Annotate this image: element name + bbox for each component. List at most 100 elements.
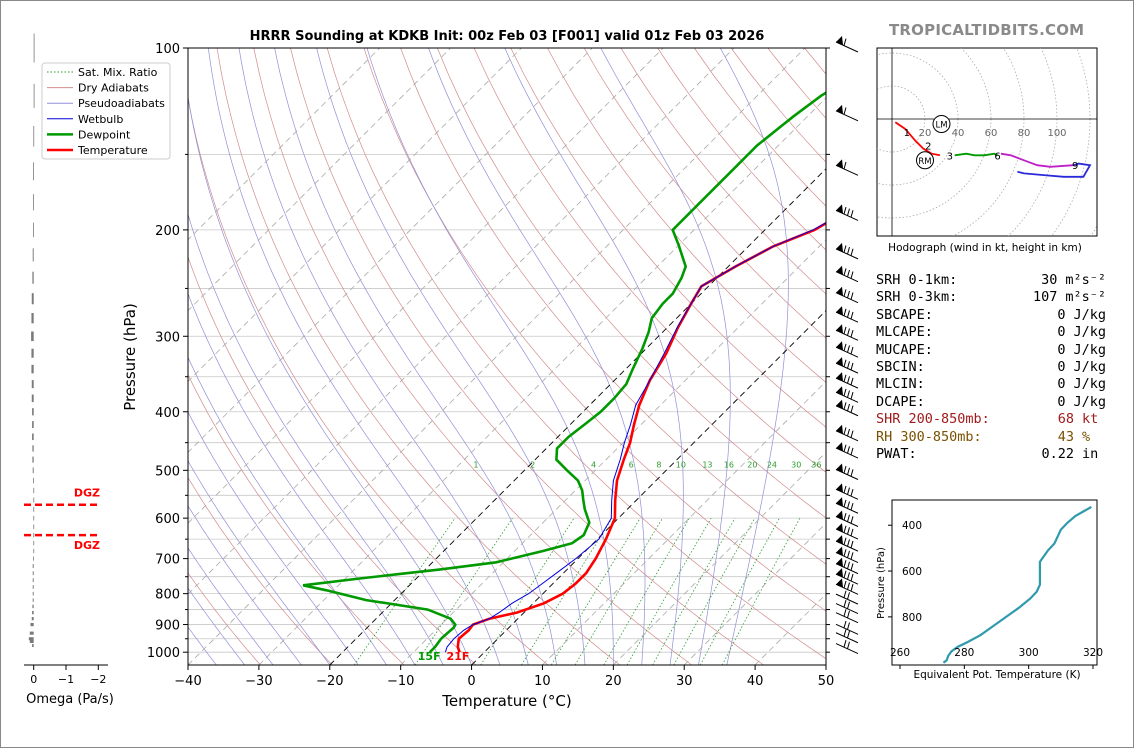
legend-label: Wetbulb — [78, 113, 123, 126]
wind-barb-feather — [843, 308, 847, 316]
wind-barb — [835, 510, 859, 527]
hodograph-title: Hodograph (wind in kt, height in km) — [888, 242, 1082, 254]
wind-barb — [835, 497, 859, 514]
wind-barb-flag — [836, 265, 843, 275]
wind-barb-feather — [847, 246, 850, 255]
wind-barb-staff — [835, 405, 859, 417]
wind-barb-feather — [847, 208, 850, 216]
pseudoadiabat-line — [504, 48, 684, 665]
wind-barb-staff — [835, 632, 859, 644]
wind-barb-staff — [835, 583, 859, 595]
wind-barb-feather — [843, 590, 847, 598]
wind-barb — [835, 640, 859, 655]
stat-value: 107 — [1032, 289, 1058, 306]
stat-label: DCAPE: — [876, 393, 925, 410]
wind-barb-feather — [847, 269, 850, 278]
hodograph-height-label: 3 — [947, 151, 953, 162]
wind-barb — [835, 399, 859, 417]
omega-bar — [28, 637, 34, 641]
wind-barb-feather — [847, 514, 850, 522]
hodograph-panel — [876, 47, 1098, 237]
omega-bar — [33, 556, 34, 561]
theta-e-x-tick-label: 300 — [1019, 647, 1039, 659]
wind-barb — [835, 357, 859, 374]
omega-bar — [32, 610, 34, 615]
pseudoadiabat-line — [188, 94, 472, 665]
wind-barb-feather — [843, 466, 847, 474]
wind-barb-feather — [843, 537, 847, 545]
wind-barb-feather — [847, 328, 850, 336]
dry-adiabat-line — [473, 48, 826, 473]
wind-barb-staff — [835, 447, 859, 459]
wind-barb-staff — [835, 603, 859, 615]
omega-bar — [33, 548, 35, 554]
wind-barb-flag — [836, 510, 843, 520]
mixing-ratio-line — [699, 518, 780, 665]
omega-bar — [31, 293, 34, 305]
wind-barb-feather — [843, 609, 847, 617]
dry-adiabat-line — [188, 373, 405, 665]
omega-bar — [32, 644, 34, 648]
dry-adiabat-line — [547, 48, 826, 383]
wind-barb-feather — [850, 573, 854, 582]
wind-barb-feather — [843, 161, 847, 170]
wind-barb-feather — [843, 206, 847, 215]
storm-motion-marker — [932, 114, 951, 133]
wind-barb-feather — [843, 570, 847, 578]
wind-barb-flag — [836, 578, 843, 588]
wind-barb-staff — [835, 430, 859, 442]
stat-row: RH 300-850mb: 43% — [876, 429, 1106, 446]
dry-adiabat-line — [253, 48, 692, 665]
wind-barb-staff — [835, 271, 859, 283]
omega-bar — [33, 487, 35, 494]
omega-bar — [33, 477, 34, 484]
wind-barb-feather — [850, 540, 854, 549]
isotherm-line — [683, 522, 826, 665]
wind-barb-feather — [843, 512, 847, 521]
wind-barb-flag — [836, 463, 843, 473]
wind-barb-feather — [843, 107, 847, 115]
wind-barb-feather — [850, 516, 854, 524]
dry-adiabat-line — [290, 48, 764, 665]
stat-unit: J/kg — [1073, 341, 1106, 358]
wind-barb-flag — [836, 324, 843, 334]
stat-label: PWAT: — [876, 445, 917, 462]
stat-unit: m²s⁻² — [1065, 289, 1106, 306]
mixing-ratio-label: 20 — [747, 460, 757, 469]
mixing-ratio-line — [626, 517, 712, 665]
stat-row: SBCAPE: 0 J/kg — [876, 307, 1106, 324]
wind-barb-staff — [835, 292, 859, 304]
stat-label: SRH 0-1km: — [876, 272, 958, 288]
omega-bar — [32, 563, 34, 569]
mixing-ratio-label: 16 — [724, 460, 734, 469]
wind-barb-flag — [836, 399, 843, 409]
wind-barb-feather — [847, 446, 850, 454]
wind-barb — [835, 483, 859, 500]
stat-row: DCAPE: 0 J/kg — [876, 394, 1106, 411]
isotherm-line — [542, 380, 826, 665]
omega-bar — [32, 571, 34, 576]
wind-barb-flag — [836, 523, 843, 533]
theta-e-y-tick-label: 400 — [902, 520, 922, 532]
skewt-y-axis-label: Pressure (hPa) — [121, 303, 139, 411]
omega-bar — [32, 585, 34, 589]
wind-barb — [835, 535, 859, 552]
wind-barb — [835, 600, 859, 615]
omega-bar — [33, 162, 34, 181]
wind-barb-feather — [843, 427, 847, 435]
mixing-ratio-line — [353, 517, 456, 665]
y-tick-label: 300 — [155, 330, 180, 345]
wind-barb-feather — [850, 329, 854, 338]
wind-barb-flag — [836, 159, 843, 169]
wind-barb — [835, 104, 859, 122]
wind-barb — [835, 629, 859, 644]
wind-barb — [835, 324, 859, 341]
stat-value: 0 — [1057, 306, 1066, 323]
hodograph-ring-label: 20 — [919, 128, 932, 139]
wind-barb-flag — [836, 497, 843, 507]
wind-barb — [835, 36, 859, 53]
stat-value: 0.22 — [1041, 445, 1074, 462]
omega-tick-label: −2 — [90, 673, 106, 686]
wind-barb — [835, 620, 859, 635]
stat-row: PWAT: 0.22 in — [876, 446, 1106, 463]
